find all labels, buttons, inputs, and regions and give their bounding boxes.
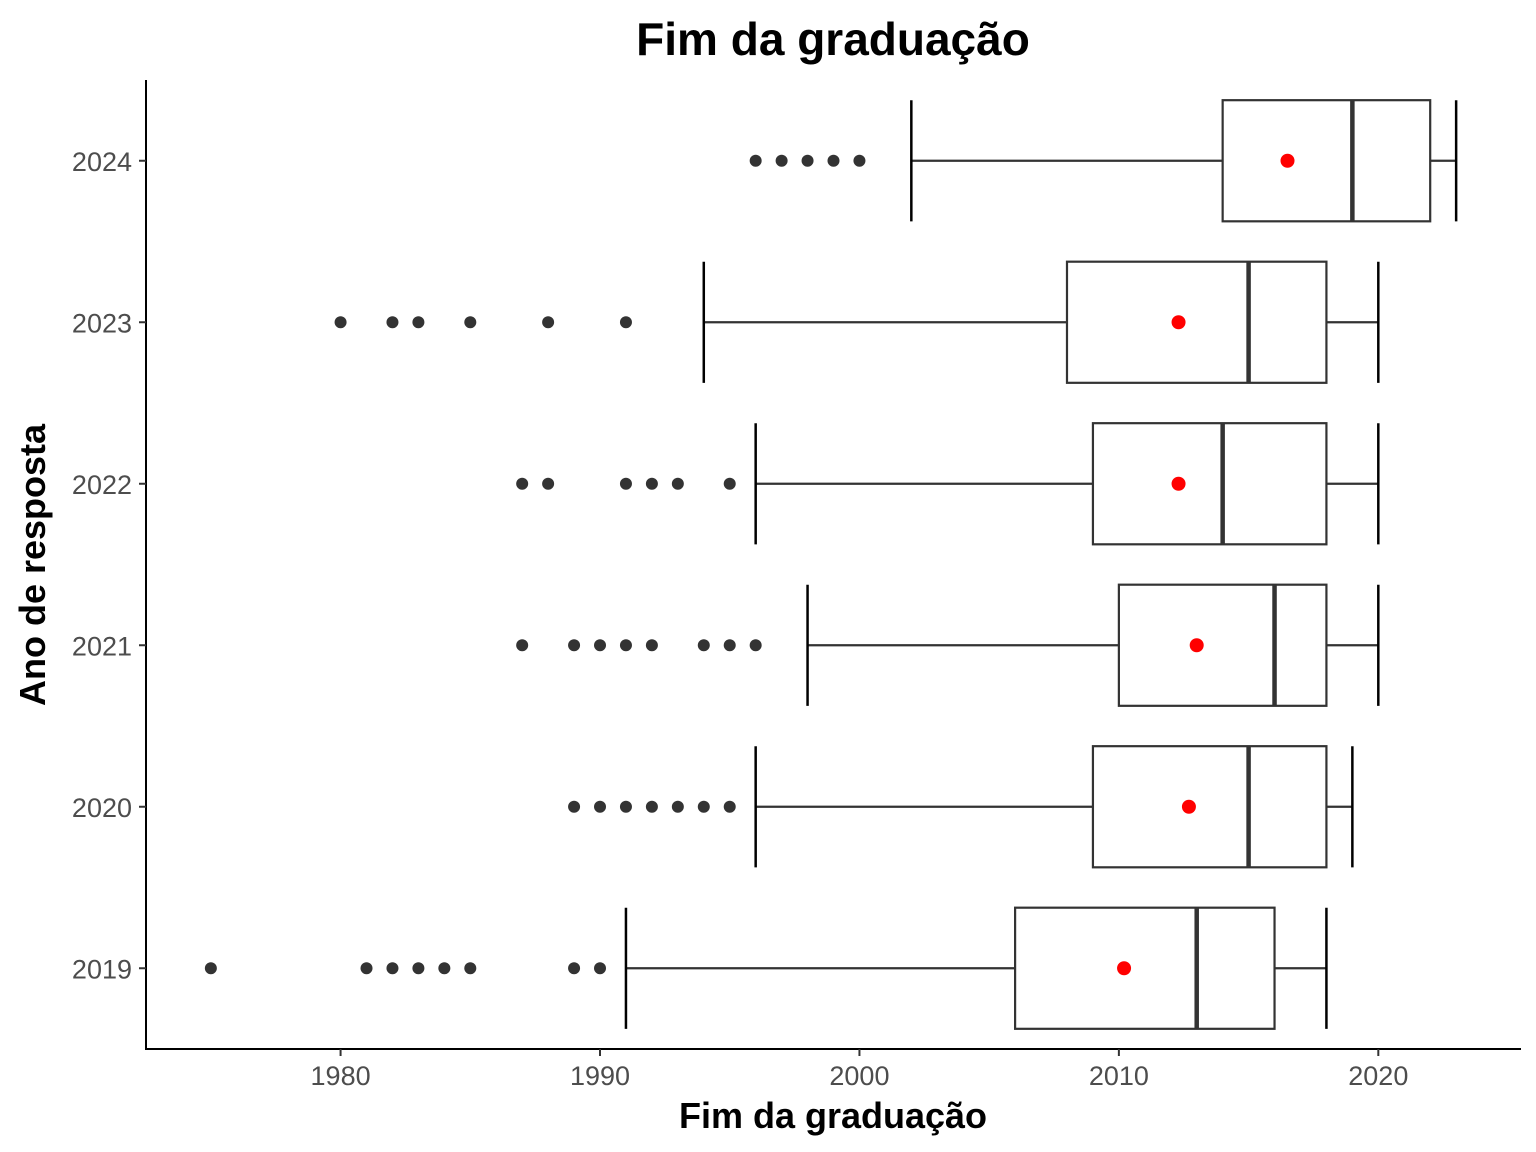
box-iqr [1117,583,1328,707]
x-tick-label: 1990 [570,1061,630,1091]
x-tick-label: 2020 [1348,1061,1408,1091]
outlier-point [594,639,607,652]
x-tick-label: 2010 [1089,1061,1149,1091]
outlier-point [671,800,684,813]
y-tick-label: 2024 [72,147,132,177]
outlier-point [645,639,658,652]
y-tick-label: 2019 [72,954,132,984]
x-axis-title: Fim da graduação [679,1095,987,1136]
outlier-point [386,316,399,329]
box-iqr [1065,260,1328,384]
chart-title: Fim da graduação [636,13,1030,65]
x-axis-ticks: 1980 1990 2000 2010 2020 [311,1049,1408,1091]
outlier-point [749,639,762,652]
outlier-point [542,477,555,490]
box-iqr [1091,745,1328,869]
outlier-point [723,639,736,652]
outlier-point [568,800,581,813]
outlier-point [697,800,710,813]
outlier-point [619,477,632,490]
x-tick-label: 1980 [311,1061,371,1091]
mean-point [1181,799,1196,814]
box-group-2020 [568,745,1354,869]
outlier-point [645,477,658,490]
box-iqr [1221,99,1432,223]
mean-point [1280,153,1295,168]
outlier-point [775,154,788,167]
outlier-point [568,639,581,652]
outlier-point [619,800,632,813]
outlier-point [645,800,658,813]
box-group-2023 [334,260,1380,384]
box-group-2024 [749,99,1458,223]
y-tick-label: 2022 [72,470,132,500]
mean-point [1171,476,1186,491]
outlier-point [697,639,710,652]
box-iqr [1014,906,1276,1030]
outlier-point [360,962,373,975]
outlier-point [619,639,632,652]
outlier-point [516,477,529,490]
outlier-point [386,962,399,975]
x-tick-label: 2000 [829,1061,889,1091]
outlier-point [801,154,814,167]
outlier-point [204,962,217,975]
box-group-2021 [516,583,1380,707]
mean-point [1171,315,1186,330]
outlier-point [594,800,607,813]
y-axis-ticks: 2019 2020 2021 2022 2023 2024 [72,147,146,984]
y-tick-label: 2023 [72,308,132,338]
outlier-point [542,316,555,329]
outlier-point [568,962,581,975]
outlier-point [438,962,451,975]
outlier-point [464,962,477,975]
outlier-point [827,154,840,167]
outlier-point [671,477,684,490]
box-group-2019 [204,906,1328,1030]
outlier-point [619,316,632,329]
outlier-point [412,316,425,329]
y-axis-title: Ano de resposta [12,423,53,706]
plot-area [204,99,1458,1030]
outlier-point [516,639,529,652]
outlier-point [594,962,607,975]
outlier-point [412,962,425,975]
outlier-point [723,800,736,813]
mean-point [1117,961,1132,976]
box-group-2022 [516,422,1380,546]
outlier-point [334,316,347,329]
box-iqr [1091,422,1328,546]
outlier-point [853,154,866,167]
y-tick-label: 2020 [72,793,132,823]
outlier-point [723,477,736,490]
outlier-point [464,316,477,329]
y-tick-label: 2021 [72,631,132,661]
outlier-point [749,154,762,167]
mean-point [1189,638,1204,653]
